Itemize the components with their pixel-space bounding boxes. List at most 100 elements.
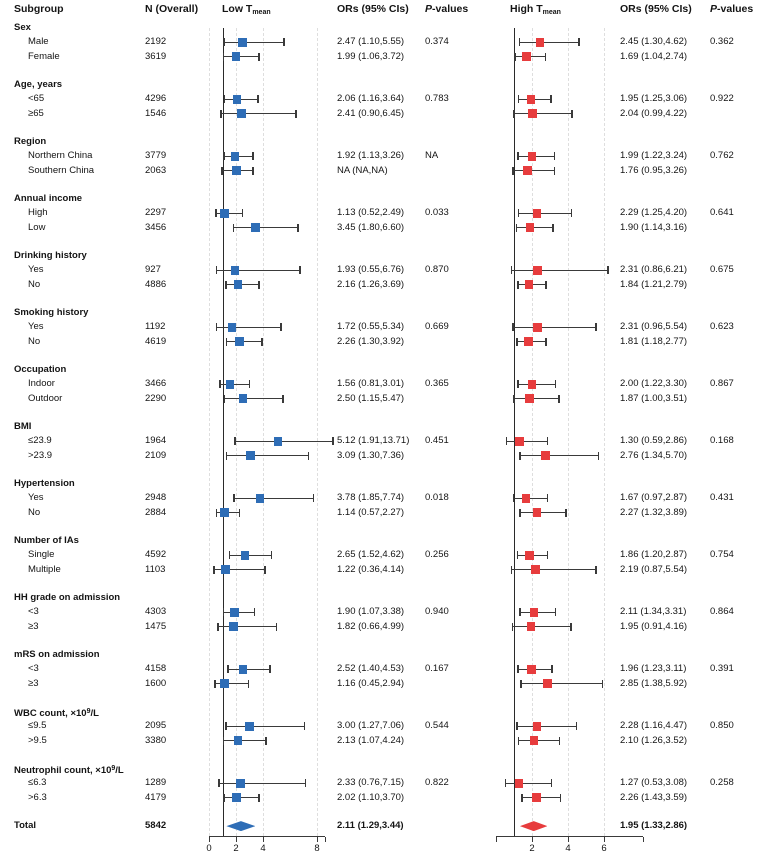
axis-tick-label: 8 — [314, 843, 320, 853]
ci-line — [516, 226, 553, 229]
group-label: Age, years — [14, 79, 63, 90]
p-value-low: 0.374 — [425, 36, 449, 48]
ci-cap — [520, 793, 523, 802]
or-point-marker — [532, 209, 542, 218]
total-label: Total — [14, 820, 36, 831]
subgroup-label: No — [28, 506, 41, 518]
ci-line — [233, 497, 314, 500]
ci-cap — [225, 280, 227, 289]
or-point-marker — [230, 152, 240, 161]
subgroup-label: ≥3 — [28, 620, 39, 632]
or-ci-low: 2.52 (1.40,4.53) — [337, 663, 405, 675]
or-point-marker — [232, 793, 241, 802]
or-ci-high: 2.27 (1.32,3.89) — [620, 506, 688, 518]
ci-cap — [227, 665, 229, 674]
subgroup-label: Yes — [28, 264, 44, 276]
or-point-marker — [525, 394, 534, 403]
ci-cap — [297, 223, 299, 232]
or-ci-high: 1.96 (1.23,3.11) — [620, 663, 687, 675]
ci-cap — [601, 679, 604, 688]
ci-cap — [215, 508, 218, 517]
axis-tick-label: 6 — [601, 843, 607, 853]
or-point-marker — [533, 266, 542, 275]
or-ci-low: 2.47 (1.10,5.55) — [337, 36, 405, 48]
axis-tick — [532, 837, 533, 842]
n-value: 3779 — [145, 150, 167, 162]
or-ci-low: 2.06 (1.16,3.64) — [337, 93, 405, 105]
n-value: 2948 — [145, 492, 167, 504]
ci-cap — [512, 494, 515, 503]
ci-line — [227, 668, 271, 671]
group-label: Number of IAs — [14, 535, 79, 546]
axis-tick — [236, 837, 237, 842]
or-ci-low: 3.09 (1.30,7.36) — [337, 449, 405, 461]
ci-line — [216, 212, 243, 215]
ci-cap — [551, 665, 553, 674]
ci-cap — [545, 280, 547, 289]
or-point-marker — [526, 622, 536, 631]
or-point-marker — [527, 380, 537, 389]
ci-cap — [275, 622, 278, 631]
p-value-high: 0.431 — [710, 492, 734, 504]
or-point-marker — [532, 722, 542, 731]
or-point-marker — [238, 394, 247, 403]
or-ci-low: 2.13 (1.07,4.24) — [337, 734, 405, 746]
n-value: 2290 — [145, 392, 167, 404]
group-label: Region — [14, 136, 47, 147]
ci-line — [223, 41, 284, 44]
ci-cap — [513, 52, 516, 61]
p-value-high: 0.864 — [710, 606, 734, 618]
ci-cap — [517, 152, 519, 161]
ci-line — [517, 155, 555, 158]
or-ci-high: 2.45 (1.30,4.62) — [620, 36, 688, 48]
p-value-low: 0.870 — [425, 264, 449, 276]
n-value: 927 — [145, 264, 161, 276]
or-point-marker — [521, 494, 531, 503]
header-subgroup: Subgroup — [14, 3, 64, 15]
ci-line — [213, 568, 265, 571]
ci-cap — [252, 152, 254, 161]
ci-cap — [546, 437, 549, 446]
or-point-marker — [235, 337, 244, 346]
or-point-marker — [232, 95, 242, 104]
ci-line — [506, 440, 548, 443]
ci-cap — [570, 622, 572, 631]
or-ci-low: 1.92 (1.13,3.26) — [337, 150, 405, 162]
ci-cap — [225, 337, 228, 346]
n-value: 4886 — [145, 278, 167, 290]
subgroup-label: No — [28, 278, 41, 290]
or-ci-low: 2.16 (1.26,3.69) — [337, 278, 405, 290]
ci-line — [223, 611, 255, 614]
ci-cap — [248, 380, 251, 389]
or-point-marker — [527, 152, 537, 161]
ci-cap — [270, 551, 273, 560]
or-ci-high: 1.95 (0.91,4.16) — [620, 620, 688, 632]
or-point-marker — [543, 679, 552, 688]
x-axis: 0 2 4 8 — [206, 836, 326, 853]
subgroup-label: Northern China — [28, 150, 93, 162]
ci-line — [519, 41, 580, 44]
ci-cap — [510, 565, 513, 574]
or-point-marker — [533, 323, 542, 332]
or-ci-low: 1.90 (1.07,3.38) — [337, 606, 405, 618]
or-point-marker — [514, 779, 524, 788]
or-point-marker — [531, 565, 540, 574]
or-ci-low: 2.26 (1.30,3.92) — [337, 335, 405, 347]
ci-cap — [241, 209, 244, 218]
axis-tick-label: 0 — [206, 843, 212, 853]
ci-cap — [516, 280, 519, 289]
ci-cap — [552, 223, 554, 232]
subgroup-label: ≤23.9 — [28, 435, 52, 447]
group-label: Occupation — [14, 364, 67, 375]
or-ci-high: 2.76 (1.34,5.70) — [620, 449, 688, 461]
or-ci-low: 3.45 (1.80,6.60) — [337, 221, 405, 233]
or-ci-high: 2.00 (1.22,3.30) — [620, 378, 688, 390]
ci-cap — [518, 38, 521, 47]
ci-cap — [559, 793, 562, 802]
or-point-marker — [524, 337, 533, 346]
ci-cap — [213, 565, 215, 574]
subgroup-label: ≤9.5 — [28, 720, 47, 732]
or-ci-high: 1.67 (0.97,2.87) — [620, 492, 688, 504]
axis-tick-label: 2 — [233, 843, 239, 853]
ci-cap — [222, 736, 225, 745]
